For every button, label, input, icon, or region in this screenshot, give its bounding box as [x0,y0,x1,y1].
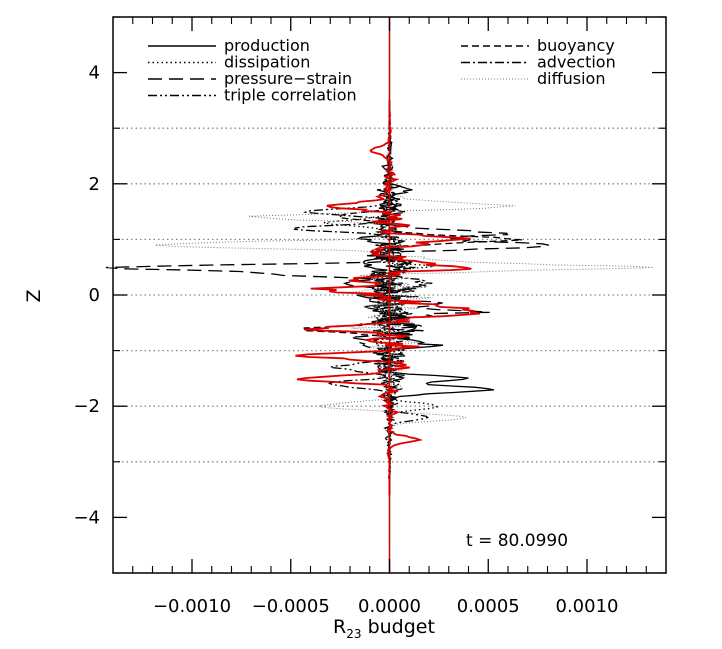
x-tick-label: 0.0005 [457,596,520,617]
x-tick-label: 0.0000 [358,596,421,617]
x-tick-label: −0.0005 [252,596,330,617]
legend-entry-buoyancy: buoyancy [461,36,615,55]
legend-entry-dissipation: dissipation [148,53,310,72]
legend-entry-diffusion: diffusion [461,69,605,88]
y-tick-label: −4 [73,507,100,528]
x-axis-title-subscript: 23 [346,627,361,641]
legend-label: diffusion [537,69,605,88]
legend-label: pressure−strain [224,69,352,88]
x-tick-label: −0.0010 [153,596,231,617]
tick-layer [113,16,666,574]
tick-labels: −0.0010 −0.0005 0.0000 0.0005 0.0010 −4 −2 0 2 4 [73,63,618,617]
legend-label: buoyancy [537,36,615,55]
legend: productiondissipationpressure−straintrip… [148,36,616,105]
series-pressure-strain [105,100,549,496]
y-tick-label: −2 [73,396,100,417]
legend-label: advection [537,53,616,72]
x-axis-title: R23 budget [333,616,435,641]
series-advection [293,100,433,496]
series-red-curve [295,100,481,496]
legend-entry-pressure-strain: pressure−strain [148,69,352,88]
legend-entry-production: production [148,36,310,55]
series-layer [105,17,654,573]
y-tick-label: 4 [89,63,100,84]
time-annotation: t = 80.0990 [466,531,568,551]
legend-entry-advection: advection [461,53,616,72]
y-tick-label: 0 [89,285,100,306]
legend-entry-triple-correlation: triple correlation [148,86,357,105]
x-tick-label: 0.0010 [556,596,619,617]
legend-label: triple correlation [224,86,357,105]
legend-label: dissipation [224,53,310,72]
series-triple-correlation [302,100,430,496]
legend-label: production [224,36,310,55]
y-tick-label: 2 [89,174,100,195]
x-axis-title-main: R [333,616,346,638]
series-buoyancy [303,100,523,496]
x-axis-title-rest: budget [362,616,435,638]
y-axis-title: Z [23,289,45,302]
